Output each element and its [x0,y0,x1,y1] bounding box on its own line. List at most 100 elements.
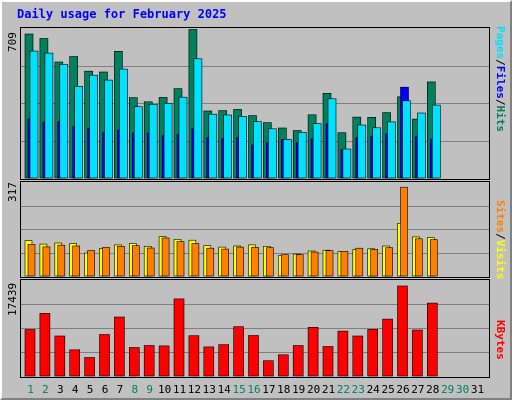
kbytes-bar [69,349,80,377]
kbytes-bar [307,326,319,377]
pages-bar [417,112,426,179]
sites-panel-legend: Sites/Visits [494,200,507,280]
day-label: 17 [262,383,275,396]
sites-bar [310,251,319,277]
sites-bar [132,245,140,277]
kbytes-bar [143,345,155,377]
pages-bar [148,104,158,179]
day-label: 18 [277,383,290,396]
kbytes-bar [203,346,215,377]
sites-bar [280,254,289,277]
day-label: 19 [292,383,305,396]
pages-bar [402,100,411,179]
day-label: 1 [27,383,34,396]
sites-bar [191,243,200,277]
pages-bar [89,74,98,179]
legend-hits: Hits [494,105,507,133]
sites-bar [370,249,379,277]
legend-visits: Visits [494,239,507,280]
pages-bar [134,106,143,179]
day-label: 9 [146,383,153,396]
kbytes-bar [382,318,393,377]
chart-title: Daily usage for February 2025 [17,7,227,21]
sites-bar [429,239,438,277]
pages-bar [387,121,396,179]
sites-bar [42,246,51,277]
day-label: 10 [158,383,171,396]
kbytes-bar [24,329,36,377]
pages-bar [431,104,441,179]
pages-bar [282,139,292,179]
day-label: 21 [322,383,335,396]
pages-bar [268,128,277,179]
legend-sites: Sites [494,200,507,234]
kbytes-bar [292,345,304,377]
day-label: 11 [173,383,186,396]
sites-bar [221,248,229,277]
day-label: 6 [102,383,109,396]
pages-bar [119,68,128,179]
day-label: 15 [232,383,245,396]
kbytes-bar [158,345,170,377]
pages-bar [59,64,69,179]
day-label: 24 [367,383,381,396]
pages-bar [238,116,247,179]
kbytes-bar [397,285,408,377]
pages-bar [178,96,188,179]
sites-bar [176,241,185,277]
kbytes-bar [84,357,95,377]
day-label: 7 [117,383,124,396]
pages-bar [357,124,367,179]
sites-bar [236,246,244,277]
sites-bar [251,247,259,277]
day-label: 13 [203,383,216,396]
day-label: 28 [426,383,439,396]
pages-bar [104,79,113,179]
sites-bar [206,247,215,277]
pages-bar [342,148,352,179]
day-label: 16 [247,383,260,396]
day-label: 4 [72,383,79,396]
kbytes-bar [352,335,364,377]
pages-bar [223,114,232,179]
kbytes-bar [367,329,379,377]
kbytes-bar [322,346,334,377]
day-label: 25 [381,383,394,396]
day-label: 30 [456,383,469,396]
kbytes-bar [173,298,185,377]
day-label: 14 [218,383,232,396]
kbytes-bar [114,316,125,377]
pages-bar [253,121,262,179]
sites-bar [385,247,393,277]
pages-bar [163,103,173,179]
kbytes-bar [263,360,274,377]
kbytes-bar [188,335,200,377]
day-label: 5 [87,383,94,396]
sites-bar [87,250,95,277]
pages-bar [44,52,54,179]
day-label: 26 [396,383,409,396]
day-label: 22 [337,383,350,396]
sites-bar [161,237,170,277]
pages-bar [327,98,337,179]
legend-kbytes: KBytes [494,320,507,360]
kbytes-bar [129,347,140,377]
day-label: 23 [352,383,365,396]
sites-bar [266,247,274,277]
sites-bar [295,254,304,277]
kbytes-bar [412,329,423,377]
hits-panel-legend: Pages/Files/Hits [494,26,507,132]
day-label: 12 [188,383,201,396]
day-label: 2 [42,383,49,396]
pages-bar [29,50,39,179]
kbytes-bar [277,354,289,377]
kbytes-bar [337,330,349,377]
day-label: 27 [411,383,424,396]
day-label: 20 [307,383,320,396]
legend-files: Files [494,65,507,99]
pages-bar [74,86,83,179]
kbytes-bar [218,344,229,377]
sites-bar [400,186,408,277]
day-label: 29 [441,383,454,396]
